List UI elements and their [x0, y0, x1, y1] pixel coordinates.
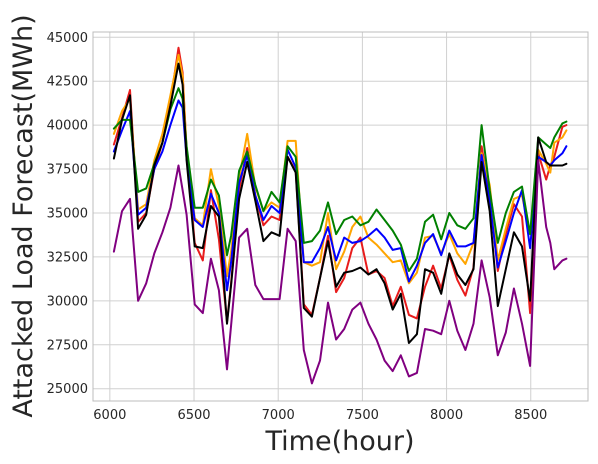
- x-tick-labels: 6000 6500 7000 7500 8000 8500: [93, 408, 547, 423]
- y-tick-label: 40000: [47, 119, 88, 134]
- x-tick-label: 8000: [430, 408, 463, 423]
- x-tick-label: 7000: [262, 408, 295, 423]
- y-tick-labels: 25000 27500 30000 32500 35000 37500 40000 42500…: [47, 31, 88, 397]
- x-tick-label: 8500: [514, 408, 547, 423]
- y-tick-label: 27500: [47, 338, 88, 353]
- y-tick-label: 35000: [47, 206, 88, 221]
- y-tick-label: 25000: [47, 382, 88, 397]
- x-tick-label: 6000: [93, 408, 126, 423]
- y-tick-label: 42500: [47, 75, 88, 90]
- y-tick-label: 37500: [47, 163, 88, 178]
- y-axis-label: Attacked Load Forecast(MWh): [8, 14, 39, 417]
- y-tick-label: 45000: [47, 31, 88, 46]
- y-tick-label: 32500: [47, 250, 88, 265]
- x-tick-label: 6500: [177, 408, 210, 423]
- x-tick-label: 7500: [346, 408, 379, 423]
- x-axis-label: Time(hour): [265, 426, 415, 457]
- y-tick-label: 30000: [47, 294, 88, 309]
